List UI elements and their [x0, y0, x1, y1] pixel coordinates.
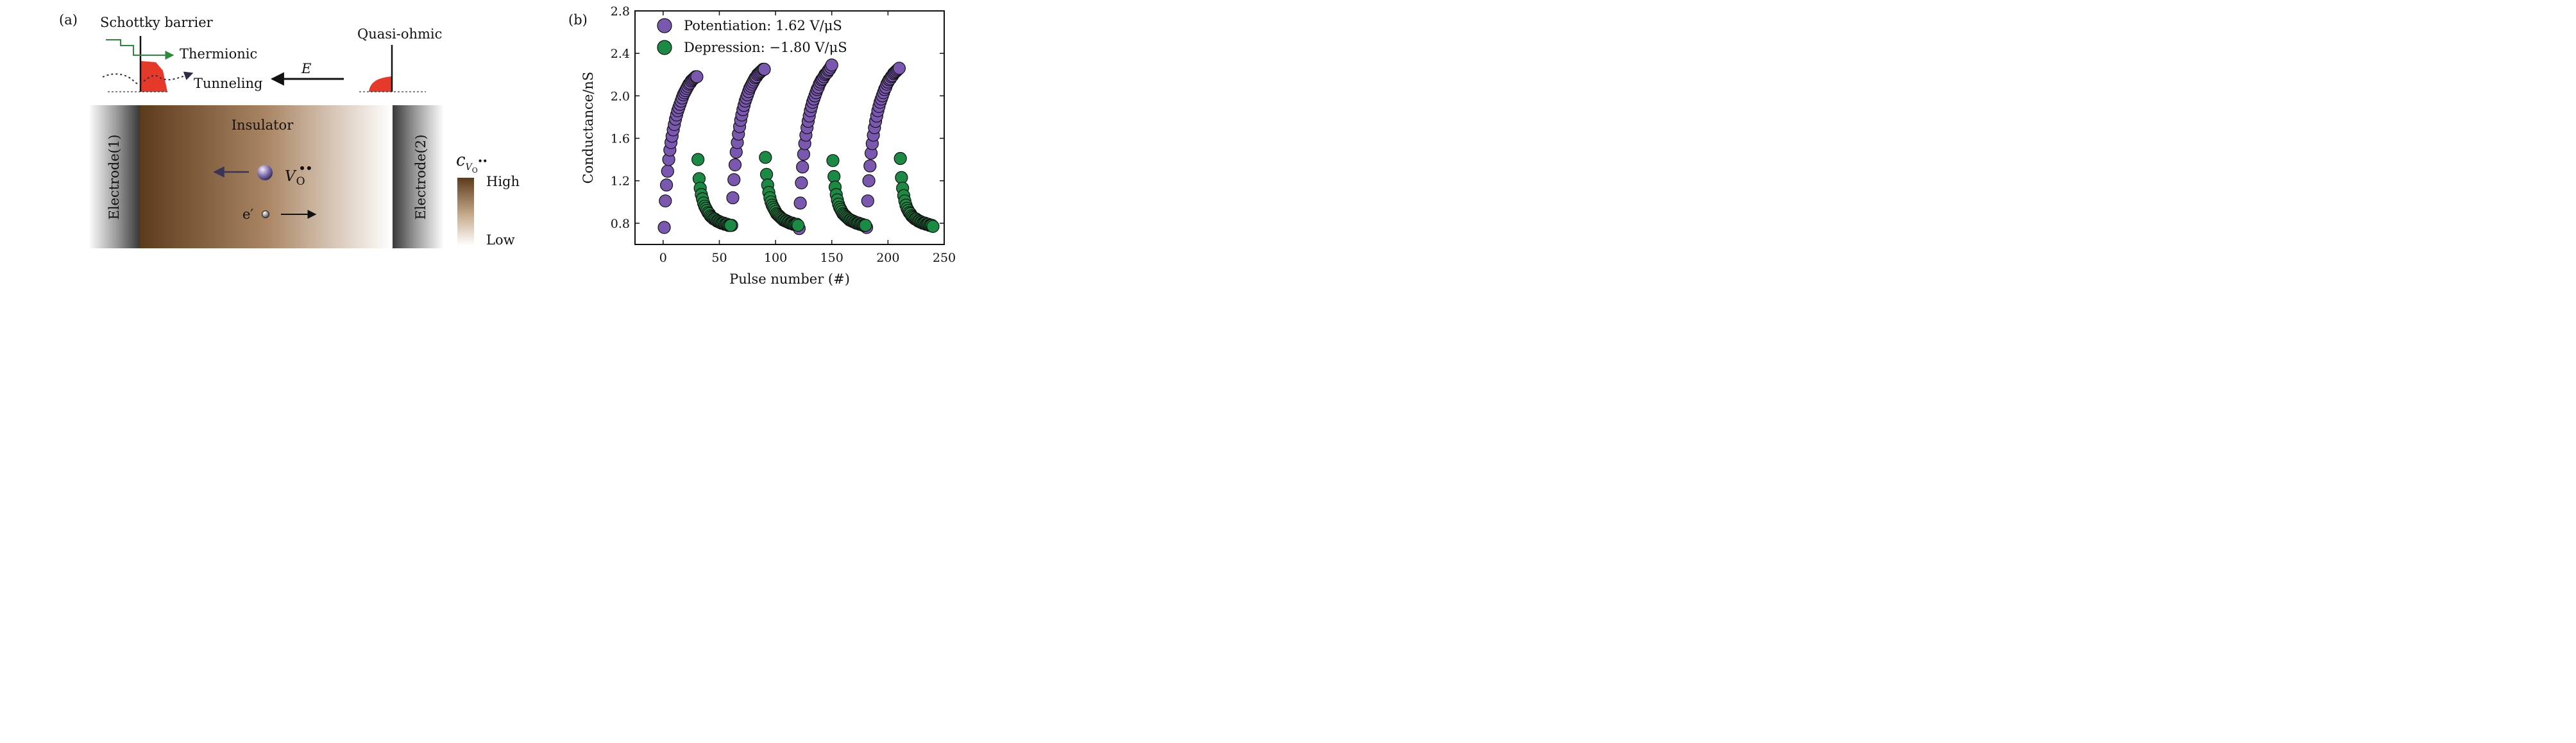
- quasi-ohmic-label: Quasi-ohmic: [357, 26, 442, 42]
- figure: (a) Schottky barrier Quasi-ohmic Thermio…: [59, 4, 956, 287]
- potentiation-series: [657, 58, 906, 235]
- potentiation-point: [861, 194, 874, 208]
- colorbar: [457, 178, 474, 246]
- chart-points: [657, 58, 940, 235]
- potentiation-point: [793, 196, 807, 210]
- electrode-left: [89, 105, 140, 248]
- y-tick-label: 2.0: [611, 89, 630, 103]
- potentiation-point: [661, 164, 674, 178]
- depression-point: [926, 219, 940, 233]
- plot-frame: [634, 10, 945, 245]
- x-tick-label: 100: [764, 251, 787, 265]
- potentiation-point: [863, 159, 877, 173]
- potentiation-point: [659, 178, 674, 192]
- depression-point: [724, 219, 738, 232]
- potentiation-point: [690, 70, 704, 83]
- potentiation-point: [727, 173, 741, 187]
- y-tick-label: 1.6: [611, 132, 630, 146]
- legend-label-depression: Depression: −1.80 V/μS: [684, 40, 847, 55]
- chart-legend: Potentiation: 1.62 V/μS Depression: −1.80…: [657, 18, 847, 55]
- depression-series: [691, 151, 940, 233]
- x-tick-label: 250: [933, 251, 956, 265]
- depression-point: [826, 154, 840, 167]
- electrode-right-label: Electrode(2): [413, 135, 428, 220]
- x-tick-label: 200: [876, 251, 899, 265]
- panel-a-label: (a): [59, 12, 78, 28]
- thermionic-label: Thermionic: [180, 46, 257, 62]
- ohmic-barrier-region: [369, 76, 392, 92]
- y-tick-label: 0.8: [611, 217, 630, 231]
- potentiation-point: [795, 176, 808, 190]
- x-axis-title: Pulse number (#): [729, 271, 850, 287]
- legend-marker-potentiation: [657, 18, 672, 33]
- depression-point: [691, 153, 705, 166]
- potentiation-point: [825, 58, 838, 72]
- y-tick-label: 2.4: [611, 47, 630, 61]
- insulator-label: Insulator: [232, 117, 294, 133]
- tunneling-path-arrow: [102, 71, 194, 85]
- potentiation-point: [862, 174, 876, 187]
- schottky-barrier-label: Schottky barrier: [100, 15, 214, 30]
- x-tick-label: 0: [659, 251, 667, 265]
- panel-a: (a) Schottky barrier Quasi-ohmic Thermio…: [59, 12, 520, 248]
- potentiation-point: [659, 194, 672, 208]
- electron-icon: [262, 210, 269, 218]
- x-tick-label: 50: [711, 251, 727, 265]
- panel-b: (b) 0 50 100 150 200 250 0.8 1.2 1.6 2.0 2.4 2.8 Po…: [568, 4, 956, 287]
- y-tick-label: 1.2: [611, 175, 630, 189]
- thermionic-path-arrow: [106, 39, 174, 60]
- potentiation-point: [726, 191, 740, 205]
- y-tick-label: 2.8: [611, 4, 630, 19]
- legend-label-potentiation: Potentiation: 1.62 V/μS: [684, 18, 842, 33]
- colorbar-high-label: High: [486, 174, 520, 189]
- potentiation-point: [728, 158, 742, 172]
- electric-field-symbol: E: [301, 61, 311, 76]
- tunneling-label: Tunneling: [194, 76, 262, 91]
- depression-point: [894, 151, 907, 166]
- depression-point: [859, 219, 872, 232]
- schottky-barrier-region: [140, 61, 167, 92]
- oxygen-vacancy-icon: [257, 165, 273, 180]
- chart-axes: 0 50 100 150 200 250 0.8 1.2 1.6 2.0 2.4 2.8: [611, 4, 956, 265]
- panel-b-label: (b): [568, 12, 588, 28]
- potentiation-point: [657, 221, 671, 234]
- vacancy-label: VO••: [285, 162, 312, 188]
- depression-point: [759, 151, 772, 164]
- electron-label: e′: [242, 207, 253, 222]
- electrode-left-label: Electrode(1): [106, 135, 122, 220]
- colorbar-low-label: Low: [486, 232, 515, 248]
- depression-point: [792, 219, 805, 232]
- potentiation-point: [796, 160, 809, 174]
- potentiation-point: [892, 62, 906, 75]
- colorbar-title: cVO••: [456, 151, 487, 175]
- x-tick-label: 150: [820, 251, 843, 265]
- legend-marker-depression: [657, 40, 672, 55]
- electrode-right: [393, 105, 444, 248]
- potentiation-point: [758, 62, 771, 76]
- y-axis-title: Conductance/nS: [580, 72, 596, 184]
